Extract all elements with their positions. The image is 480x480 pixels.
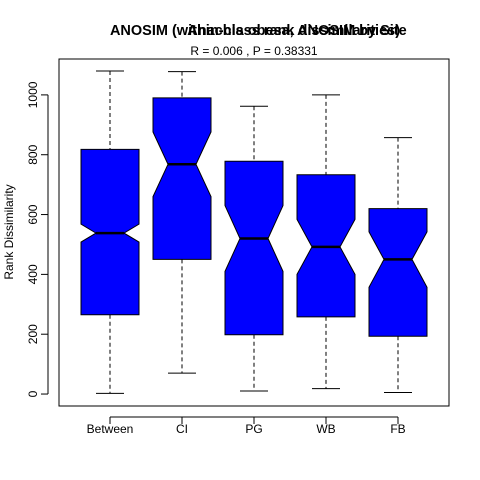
x-tick-label: Between xyxy=(87,422,134,436)
y-tick-label: 0 xyxy=(26,390,40,397)
y-tick-label: 400 xyxy=(26,264,40,284)
chart-subtitle: R = 0.006 , P = 0.38331 xyxy=(190,44,318,58)
box-fb xyxy=(368,208,428,337)
x-tick-label: WB xyxy=(316,422,335,436)
x-tick-label: PG xyxy=(245,422,262,436)
chart-title-primary: ANOSIM (within-class rank dissimilaritie… xyxy=(110,23,400,39)
y-tick-label: 1000 xyxy=(26,81,40,108)
x-tick-label: FB xyxy=(390,422,405,436)
plot-frame xyxy=(58,58,450,407)
box-ci xyxy=(152,97,212,260)
y-tick-label: 800 xyxy=(26,144,40,164)
x-tick-label: CI xyxy=(176,422,188,436)
chart-marks: 0 200 400 600 800 1000 Between CI PG WB FB xyxy=(26,70,428,436)
y-axis-label: Rank Dissimilarity xyxy=(2,184,16,279)
y-tick-label: 200 xyxy=(26,324,40,344)
y-tick-label: 600 xyxy=(26,204,40,224)
chart-title-overlay: Anachis obesa, ANOSIM by Site xyxy=(187,23,406,39)
box-pg xyxy=(224,160,284,336)
